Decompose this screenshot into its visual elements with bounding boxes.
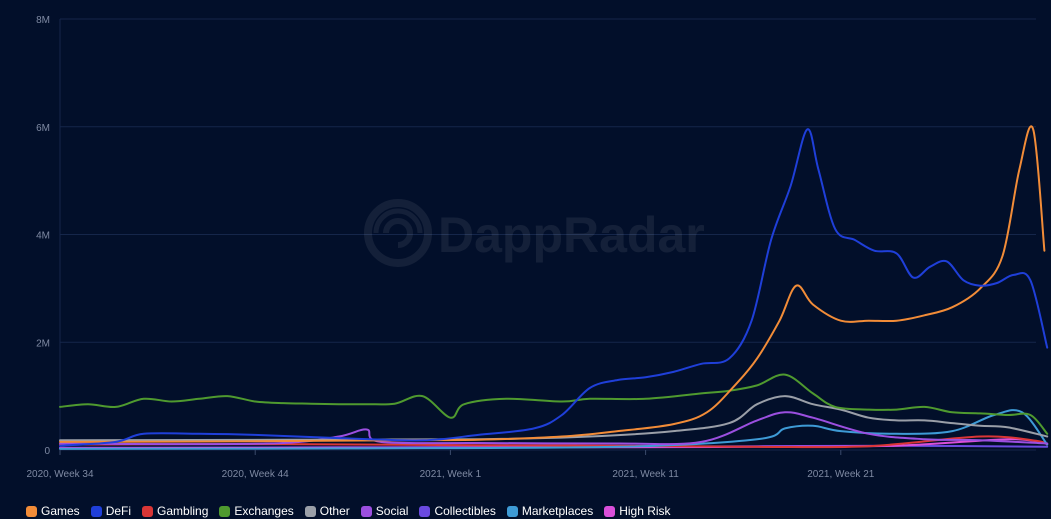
grid-layer: [59, 18, 1036, 455]
series-line-games: [59, 125, 1046, 443]
x-tick-label: 2020, Week 44: [222, 469, 290, 480]
x-tick-label: 2021, Week 21: [807, 469, 875, 480]
series-layer: [59, 125, 1049, 450]
legend-label: Gambling: [157, 504, 209, 518]
chart-legend: Games DeFi Gambling Exchanges Other Social Col…: [26, 503, 671, 519]
legend-item-social[interactable]: Social: [360, 504, 409, 518]
legend-item-gambling[interactable]: Gambling: [142, 504, 208, 518]
legend-item-other[interactable]: Other: [304, 504, 350, 518]
watermark-text: DappRadar: [438, 207, 705, 263]
legend-swatch: [419, 505, 431, 517]
legend-swatch: [506, 505, 518, 517]
x-tick-label: 2020, Week 34: [26, 469, 94, 480]
dappradar-logo-icon: [364, 199, 432, 267]
legend-swatch: [142, 505, 154, 517]
y-tick-label: 6M: [36, 123, 50, 134]
y-tick-label: 8M: [36, 15, 50, 26]
legend-label: DeFi: [105, 504, 132, 518]
legend-item-high-risk[interactable]: High Risk: [604, 504, 671, 518]
legend-item-defi[interactable]: DeFi: [90, 504, 132, 518]
legend-swatch: [304, 505, 316, 517]
legend-label: Other: [319, 504, 350, 518]
legend-label: Games: [41, 504, 80, 518]
legend-label: Exchanges: [234, 504, 294, 518]
legend-swatch: [90, 505, 102, 517]
legend-label: Collectibles: [434, 504, 496, 518]
series-line-social: [59, 411, 1049, 446]
x-tick-label: 2021, Week 1: [420, 469, 482, 480]
legend-swatch: [26, 505, 37, 517]
y-tick-label: 2M: [36, 338, 50, 349]
watermark: DappRadar: [364, 199, 705, 267]
legend-swatch: [604, 505, 616, 517]
legend-item-collectibles[interactable]: Collectibles: [419, 504, 496, 518]
y-tick-label: 0: [44, 446, 50, 457]
legend-item-marketplaces[interactable]: Marketplaces: [506, 504, 594, 518]
legend-item-games[interactable]: Games: [26, 504, 80, 518]
legend-swatch: [219, 505, 231, 517]
legend-item-exchanges[interactable]: Exchanges: [219, 504, 294, 518]
series-line-exchanges: [59, 373, 1049, 435]
legend-label: Marketplaces: [521, 504, 594, 518]
series-line-defi: [59, 128, 1049, 447]
x-tick-label: 2021, Week 11: [612, 469, 679, 480]
axis-layer: 0 2M 4M 6M 8M 2020, Week 34 2020, Week 44 2021,…: [26, 15, 874, 480]
y-tick-label: 4M: [36, 231, 50, 242]
legend-label: Social: [375, 504, 409, 518]
series-line-gambling: [59, 435, 1049, 449]
series-line-marketplaces: [59, 409, 1049, 450]
legend-label: High Risk: [619, 504, 671, 518]
legend-swatch: [360, 505, 372, 517]
